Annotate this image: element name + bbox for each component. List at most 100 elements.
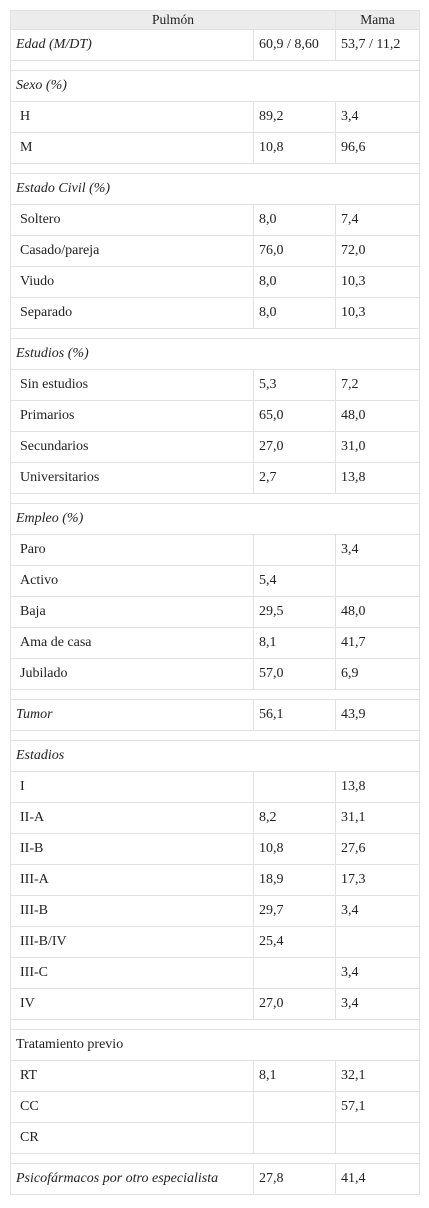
table-row: Soltero 8,0 7,4 [10, 204, 421, 236]
table-row: CC 57,1 [10, 1091, 421, 1123]
row-label: IV [10, 988, 254, 1020]
table-row: Baja 29,5 48,0 [10, 596, 421, 628]
mama-value: 27,6 [335, 833, 421, 865]
pulmon-value: 10,8 [252, 132, 337, 164]
pulmon-value: 18,9 [252, 864, 337, 896]
table-row: II-A 8,2 31,1 [10, 802, 421, 834]
pulmon-value: 25,4 [252, 926, 337, 958]
spacer-row [9, 328, 421, 339]
spacer-cell [9, 730, 421, 741]
pulmon-value: 89,2 [252, 101, 337, 133]
header-row: Pulmón Mama [9, 10, 421, 30]
row-label: CR [10, 1122, 254, 1154]
pulmon-value: 57,0 [252, 658, 337, 690]
row-label: III-B/IV [10, 926, 254, 958]
row-label: III-C [10, 957, 254, 989]
pulmon-value: 27,0 [252, 431, 337, 463]
table-row: Activo 5,4 [10, 565, 421, 597]
mama-value: 32,1 [335, 1060, 421, 1092]
spacer-cell [9, 689, 421, 700]
table-row: III-B/IV 25,4 [10, 926, 421, 958]
section-row: Sexo (%) [9, 70, 421, 102]
pulmon-value: 27,8 [252, 1163, 337, 1195]
row-label: Baja [10, 596, 254, 628]
row-label: I [10, 771, 254, 803]
table-row: RT 8,1 32,1 [10, 1060, 421, 1092]
spacer-cell [9, 493, 421, 504]
table-row: Secundarios 27,0 31,0 [10, 431, 421, 463]
section-label: Sexo (%) [9, 70, 421, 102]
pulmon-value: 8,0 [252, 297, 337, 329]
row-label: CC [10, 1091, 254, 1123]
pulmon-value [252, 1091, 337, 1123]
table-row: Psicofármacos por otro especialista 27,8 4… [10, 1163, 421, 1195]
spacer-cell [9, 328, 421, 339]
section-label: Empleo (%) [9, 503, 421, 535]
pulmon-value: 60,9 / 8,60 [252, 29, 337, 61]
pulmon-value: 5,3 [252, 369, 337, 401]
mama-value: 48,0 [335, 400, 421, 432]
table-row: II-B 10,8 27,6 [10, 833, 421, 865]
table-row: Casado/pareja 76,0 72,0 [10, 235, 421, 267]
mama-value: 3,4 [335, 957, 421, 989]
pulmon-value: 56,1 [252, 699, 337, 731]
pulmon-value: 8,2 [252, 802, 337, 834]
table-row: Paro 3,4 [10, 534, 421, 566]
section-label: Estudios (%) [9, 338, 421, 370]
mama-value: 7,2 [335, 369, 421, 401]
mama-value: 53,7 / 11,2 [335, 29, 421, 61]
table-row: Separado 8,0 10,3 [10, 297, 421, 329]
pulmon-value: 29,7 [252, 895, 337, 927]
table-row: III-C 3,4 [10, 957, 421, 989]
mama-value: 96,6 [335, 132, 421, 164]
row-label: Casado/pareja [10, 235, 254, 267]
row-label: RT [10, 1060, 254, 1092]
row-label: Separado [10, 297, 254, 329]
spacer-row [9, 730, 421, 741]
mama-value: 31,0 [335, 431, 421, 463]
row-label: Activo [10, 565, 254, 597]
mama-value: 17,3 [335, 864, 421, 896]
table-row: III-B 29,7 3,4 [10, 895, 421, 927]
row-label: Psicofármacos por otro especialista [10, 1163, 254, 1195]
row-label: Sin estudios [10, 369, 254, 401]
spacer-cell [9, 163, 421, 174]
table-row: Jubilado 57,0 6,9 [10, 658, 421, 690]
mama-value: 13,8 [335, 771, 421, 803]
mama-value [335, 1122, 421, 1154]
table-row: Viudo 8,0 10,3 [10, 266, 421, 298]
mama-value: 10,3 [335, 297, 421, 329]
pulmon-value [252, 957, 337, 989]
mama-value: 41,4 [335, 1163, 421, 1195]
section-row: Empleo (%) [9, 503, 421, 535]
row-label: II-A [10, 802, 254, 834]
row-label: Tumor [10, 699, 254, 731]
mama-value: 3,4 [335, 534, 421, 566]
section-row: Estado Civil (%) [9, 173, 421, 205]
table-row: Tumor 56,1 43,9 [10, 699, 421, 731]
row-label: II-B [10, 833, 254, 865]
row-label: Paro [10, 534, 254, 566]
characteristics-table: Pulmón Mama Edad (M/DT) 60,9 / 8,60 53,7 /… [9, 10, 421, 1195]
pulmon-value: 8,0 [252, 204, 337, 236]
row-label: Primarios [10, 400, 254, 432]
table-row: Universitarios 2,7 13,8 [10, 462, 421, 494]
pulmon-value: 2,7 [252, 462, 337, 494]
mama-value: 72,0 [335, 235, 421, 267]
mama-value: 48,0 [335, 596, 421, 628]
table-row: III-A 18,9 17,3 [10, 864, 421, 896]
mama-value: 13,8 [335, 462, 421, 494]
table-row: CR [10, 1122, 421, 1154]
row-label: M [10, 132, 254, 164]
table-row: IV 27,0 3,4 [10, 988, 421, 1020]
table-row: H 89,2 3,4 [10, 101, 421, 133]
spacer-cell [9, 1153, 421, 1164]
spacer-row [9, 60, 421, 71]
spacer-row [9, 1153, 421, 1164]
spacer-cell [9, 1019, 421, 1030]
row-label: Ama de casa [10, 627, 254, 659]
mama-value: 3,4 [335, 101, 421, 133]
table-row: Edad (M/DT) 60,9 / 8,60 53,7 / 11,2 [10, 29, 421, 61]
spacer-row [9, 493, 421, 504]
mama-value: 57,1 [335, 1091, 421, 1123]
